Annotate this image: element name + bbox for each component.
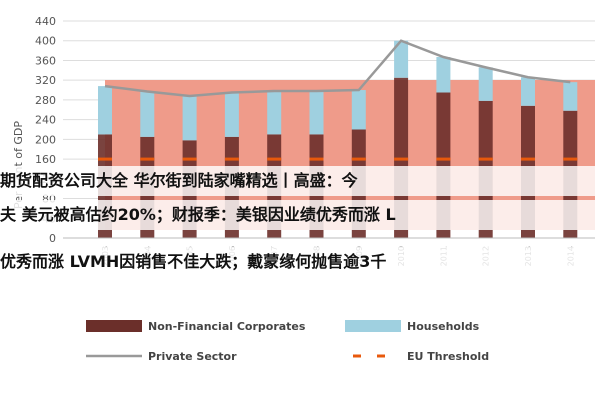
- bar-households: [436, 57, 451, 93]
- overlay-headline-3: 优秀而涨 LVMH因销售不佳大跌；戴蒙缘何抛售逾3千: [0, 247, 600, 277]
- bar-households: [521, 77, 535, 106]
- bar-households: [351, 90, 366, 130]
- bar-households: [394, 40, 409, 78]
- y-tick-label: 400: [35, 35, 56, 48]
- bar-households: [224, 92, 239, 137]
- y-tick-label: 280: [35, 94, 56, 107]
- bar-households: [309, 91, 324, 135]
- overlay-headline-2: 夫 美元被高估约20%；财报季：美银因业绩优秀而涨 L: [0, 200, 600, 230]
- legend-swatch: [86, 320, 142, 332]
- y-tick-label: 0: [49, 232, 56, 245]
- legend-label: Non-Financial Corporates: [148, 320, 306, 333]
- y-tick-label: 200: [35, 133, 56, 146]
- bar-households: [478, 67, 493, 101]
- series-lines: [98, 39, 578, 161]
- y-tick-label: 360: [35, 54, 56, 67]
- legend-swatch: [345, 320, 401, 332]
- y-tick-label: 240: [35, 114, 56, 127]
- overlay-headline-1: 期货配资公司大全 华尔街到陆家嘴精选丨高盛：今: [0, 166, 600, 196]
- line-private-sector: [104, 39, 571, 98]
- y-tick-label: 160: [35, 153, 56, 166]
- bar-households: [140, 91, 155, 137]
- legend-label: Households: [407, 320, 480, 333]
- bar-households: [98, 86, 112, 135]
- y-tick-label: 320: [35, 74, 56, 87]
- bar-households: [267, 91, 282, 135]
- legend-label: EU Threshold: [407, 350, 489, 363]
- y-tick-label: 440: [35, 15, 56, 28]
- bar-households: [182, 95, 197, 141]
- bar-households: [563, 82, 578, 111]
- legend-label: Private Sector: [148, 350, 237, 363]
- legend: Non-Financial Corporates Households Privat…: [86, 320, 489, 363]
